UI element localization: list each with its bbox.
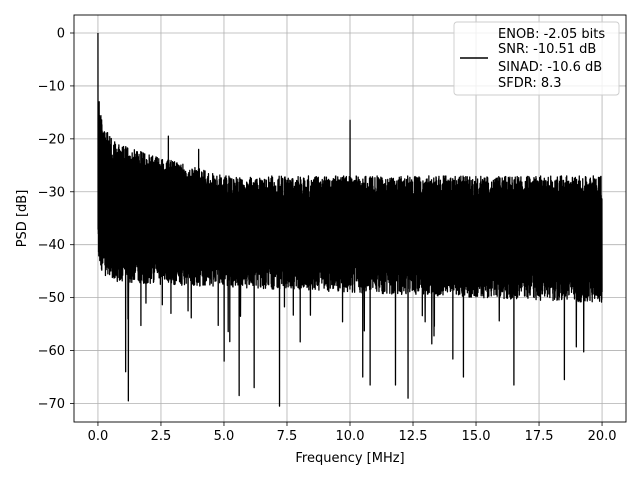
y-axis-ticks: 0 −10 −20 −30 −40 −50 −60 −70 <box>38 26 74 412</box>
x-axis-ticks: 0.0 2.5 5.0 7.5 10.0 12.5 15.0 17.5 20.0 <box>88 422 617 444</box>
x-tick-label: 12.5 <box>399 429 428 444</box>
y-tick-label: −30 <box>38 185 65 200</box>
y-tick-label: −70 <box>38 397 65 412</box>
x-tick-label: 2.5 <box>151 429 172 444</box>
legend: ENOB: -2.05 bits SNR: -10.51 dB SINAD: -… <box>453 21 620 96</box>
x-tick-label: 15.0 <box>462 429 491 444</box>
x-tick-label: 10.0 <box>336 429 365 444</box>
y-tick-label: −40 <box>38 238 65 253</box>
y-tick-label: −50 <box>38 291 65 306</box>
legend-text-enob: ENOB: -2.05 bits <box>498 27 605 42</box>
y-tick-label: −10 <box>38 79 65 94</box>
x-tick-label: 5.0 <box>214 429 235 444</box>
x-tick-label: 17.5 <box>525 429 554 444</box>
psd-series-line <box>97 32 603 407</box>
y-tick-label: −60 <box>38 344 65 359</box>
legend-text-snr: SNR: -10.51 dB <box>498 42 596 57</box>
legend-text-sfdr: SFDR: 8.3 <box>498 76 562 91</box>
x-tick-label: 20.0 <box>588 429 617 444</box>
legend-text-sinad: SINAD: -10.6 dB <box>498 60 602 75</box>
y-tick-label: −20 <box>38 132 65 147</box>
plot-area <box>97 32 603 407</box>
x-tick-label: 7.5 <box>277 429 298 444</box>
y-axis-label: PSD [dB] <box>15 190 30 248</box>
x-axis-label: Frequency [MHz] <box>295 451 404 466</box>
x-tick-label: 0.0 <box>88 429 109 444</box>
legend-box <box>453 21 620 96</box>
y-tick-label: 0 <box>57 26 65 41</box>
